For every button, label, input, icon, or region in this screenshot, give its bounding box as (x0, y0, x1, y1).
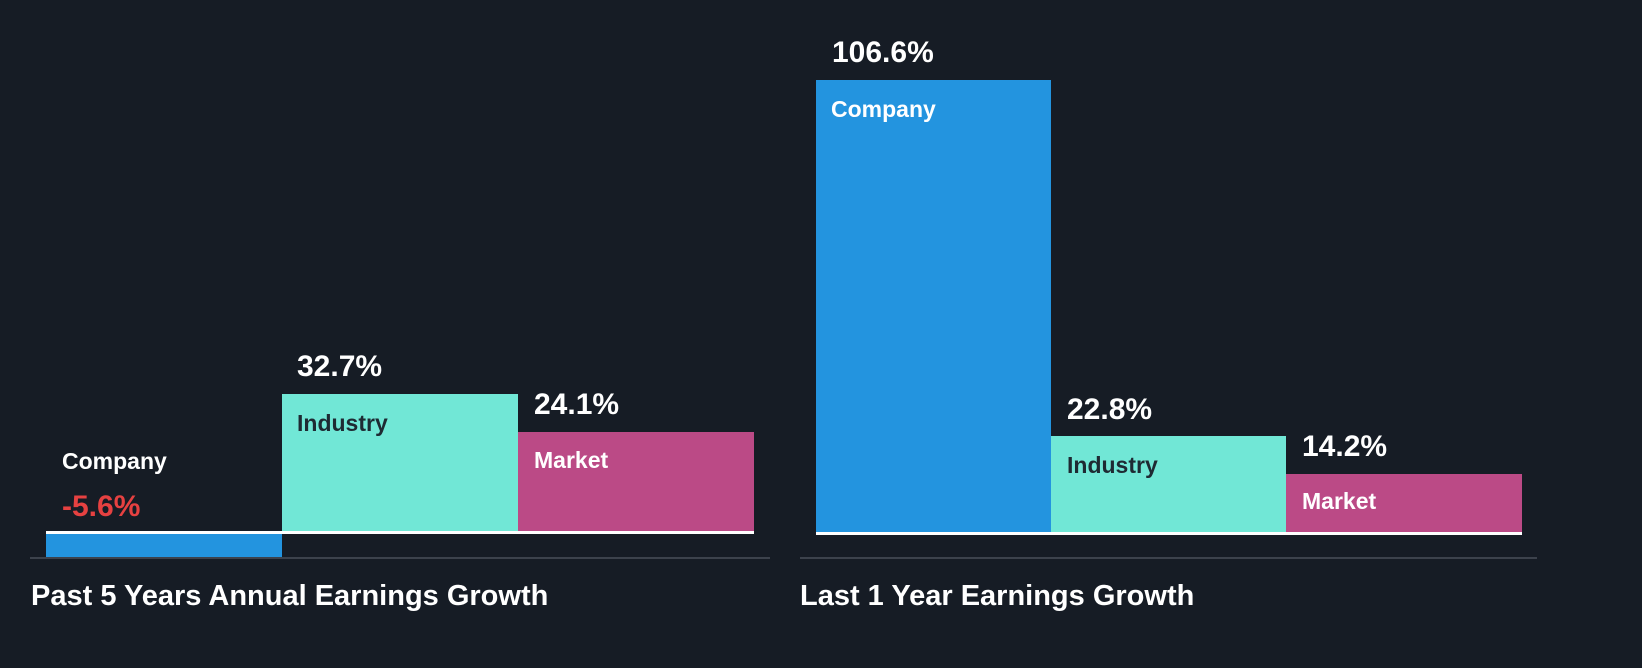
industry-value: 32.7% (297, 350, 383, 383)
axis-line (30, 557, 770, 559)
chart-title: Last 1 Year Earnings Growth (800, 580, 1195, 612)
company-value: 106.6% (832, 36, 934, 69)
market-label: Market (534, 447, 609, 473)
chart-last-1-year: 106.6% Company 22.8% Industry 14.2% Mark… (800, 0, 1642, 668)
axis-line (800, 557, 1537, 559)
market-value: 14.2% (1302, 430, 1388, 463)
company-label: Company (62, 448, 167, 474)
bar-industry (1051, 436, 1286, 533)
market-value: 24.1% (534, 388, 620, 421)
market-label: Market (1302, 488, 1377, 514)
company-value: -5.6% (62, 490, 141, 523)
bar-market (518, 432, 754, 532)
chart-title: Past 5 Years Annual Earnings Growth (31, 580, 549, 612)
industry-value: 22.8% (1067, 393, 1153, 426)
chart-past-5-years: Company -5.6% 32.7% Industry 24.1% Marke… (0, 0, 800, 668)
bar-market (1286, 474, 1522, 533)
zero-baseline (46, 531, 754, 534)
bar-company (816, 80, 1051, 533)
zero-baseline (816, 532, 1522, 535)
company-label: Company (831, 96, 936, 122)
industry-label: Industry (1067, 452, 1158, 478)
bar-company (46, 532, 282, 558)
bar-industry (282, 394, 518, 532)
industry-label: Industry (297, 410, 388, 436)
